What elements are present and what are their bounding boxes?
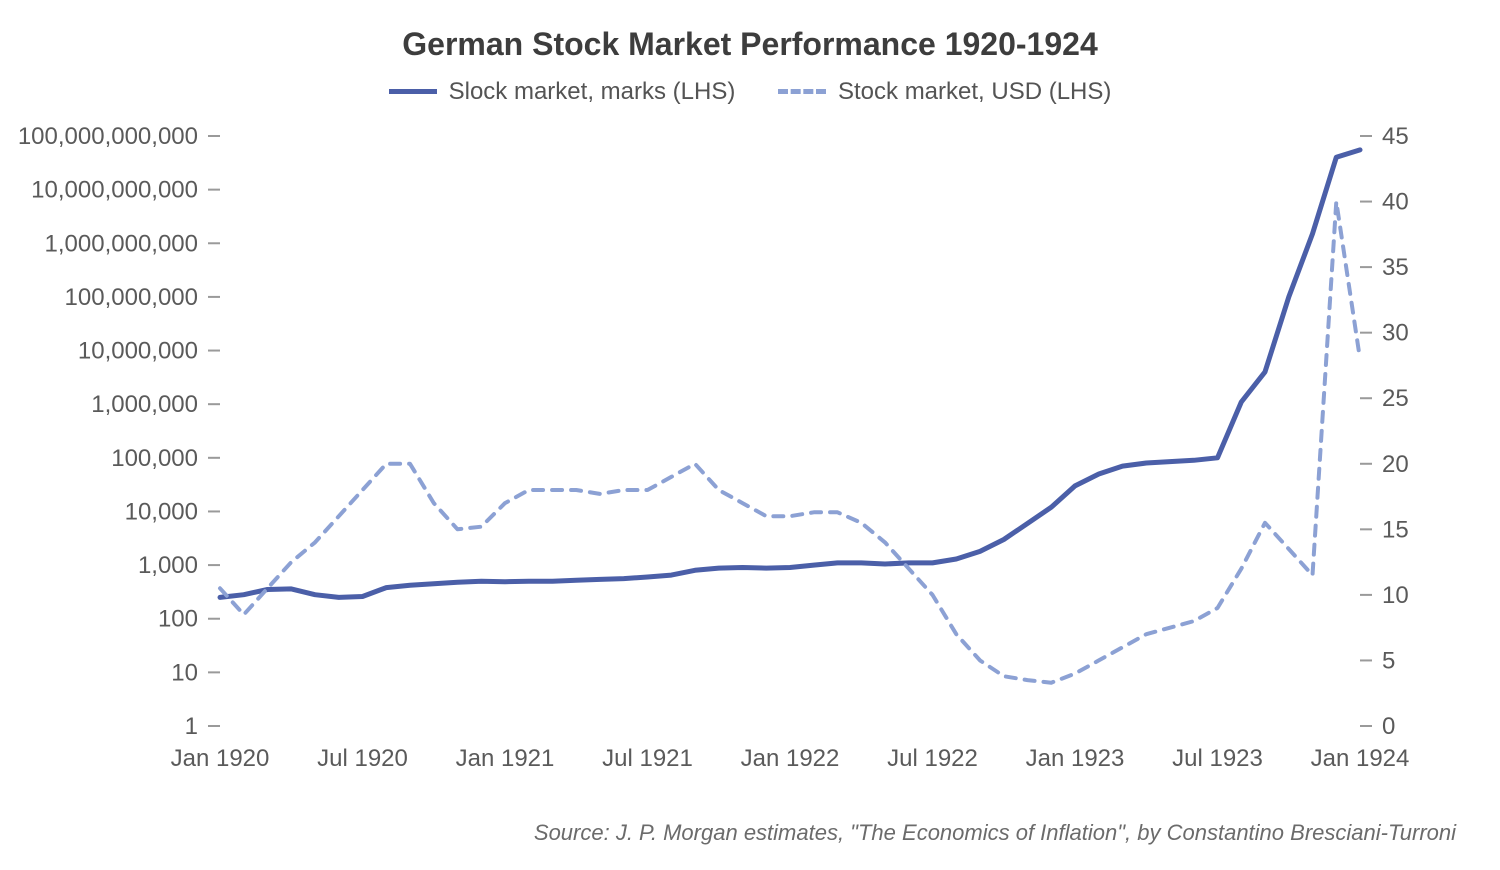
svg-text:20: 20 [1382, 450, 1409, 477]
svg-text:40: 40 [1382, 188, 1409, 215]
svg-text:35: 35 [1382, 254, 1409, 281]
legend: Slock market, marks (LHS) Stock market, … [0, 73, 1500, 106]
svg-text:100: 100 [158, 605, 198, 632]
svg-text:Jan 1922: Jan 1922 [741, 745, 840, 772]
legend-label-marks: Slock market, marks (LHS) [449, 78, 736, 106]
chart-area: 1101001,00010,000100,0001,000,00010,000,… [0, 106, 1500, 826]
legend-swatch-usd [778, 89, 826, 94]
legend-item-marks: Slock market, marks (LHS) [389, 78, 736, 106]
svg-text:Jul 1923: Jul 1923 [1172, 745, 1263, 772]
svg-text:45: 45 [1382, 123, 1409, 150]
svg-text:0: 0 [1382, 713, 1395, 740]
legend-label-usd: Stock market, USD (LHS) [838, 78, 1111, 106]
svg-text:Jan 1921: Jan 1921 [456, 745, 555, 772]
svg-text:25: 25 [1382, 385, 1409, 412]
svg-text:10,000,000,000: 10,000,000,000 [31, 176, 198, 203]
svg-text:Jul 1921: Jul 1921 [602, 745, 693, 772]
svg-text:15: 15 [1382, 516, 1409, 543]
chart-title: German Stock Market Performance 1920-192… [0, 0, 1500, 63]
svg-text:10: 10 [171, 659, 198, 686]
chart-svg: 1101001,00010,000100,0001,000,00010,000,… [0, 106, 1500, 826]
svg-text:Jan 1923: Jan 1923 [1026, 745, 1125, 772]
svg-text:Jan 1920: Jan 1920 [171, 745, 270, 772]
svg-text:10: 10 [1382, 581, 1409, 608]
svg-text:100,000,000,000: 100,000,000,000 [18, 123, 198, 150]
svg-text:Jan 1924: Jan 1924 [1311, 745, 1410, 772]
svg-text:Jul 1920: Jul 1920 [317, 745, 408, 772]
svg-text:30: 30 [1382, 319, 1409, 346]
legend-item-usd: Stock market, USD (LHS) [778, 78, 1111, 106]
svg-text:1: 1 [185, 713, 198, 740]
legend-swatch-marks [389, 89, 437, 94]
svg-text:100,000,000: 100,000,000 [65, 283, 198, 310]
svg-text:Jul 1922: Jul 1922 [887, 745, 978, 772]
svg-text:1,000: 1,000 [138, 552, 198, 579]
svg-text:10,000: 10,000 [125, 498, 198, 525]
svg-text:10,000,000: 10,000,000 [78, 337, 198, 364]
svg-text:5: 5 [1382, 647, 1395, 674]
svg-text:1,000,000,000: 1,000,000,000 [45, 230, 198, 257]
svg-text:100,000: 100,000 [111, 444, 198, 471]
svg-text:1,000,000: 1,000,000 [91, 391, 198, 418]
